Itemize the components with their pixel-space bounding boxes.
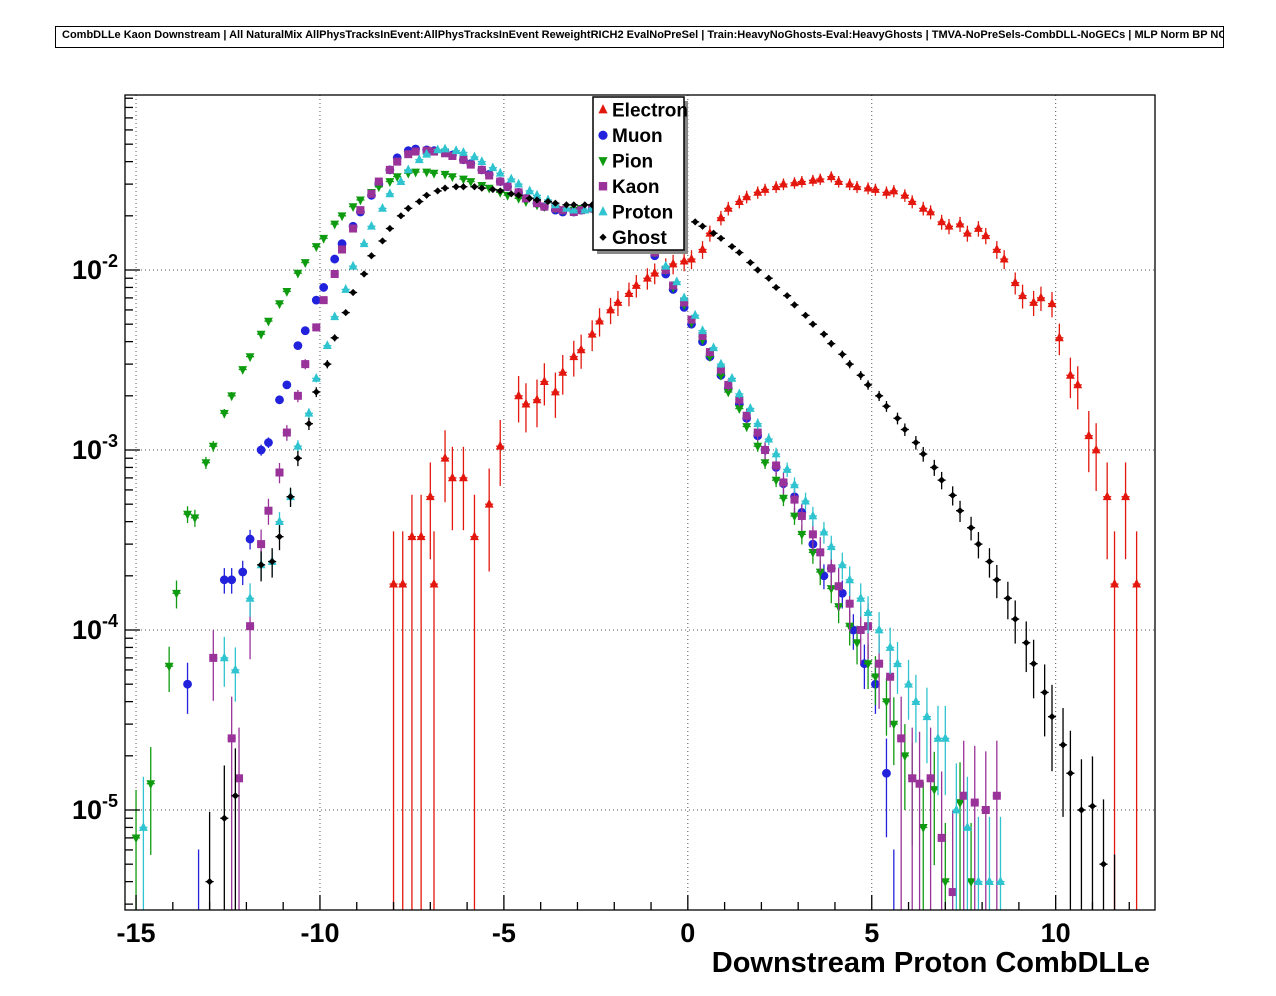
legend-label: Electron [612, 100, 688, 121]
y-tick-label: 10-4 [72, 611, 118, 645]
series-electron [389, 171, 1142, 910]
y-tick-label: 10-5 [72, 791, 118, 825]
legend: Electron Muon Pion Kaon Proton Ghost [592, 96, 688, 254]
legend-box [592, 96, 685, 251]
legend-entry-kaon: Kaon [598, 177, 660, 198]
legend-entry-pion: Pion [598, 151, 653, 172]
legend-label: Proton [612, 202, 673, 223]
axis-ticks [125, 97, 1130, 910]
x-tick-label: -5 [492, 918, 516, 948]
plot-frame [124, 94, 1156, 911]
series-kaon [209, 146, 1001, 910]
x-tick-label: -10 [300, 918, 339, 948]
legend-label: Kaon [612, 177, 660, 198]
x-axis-title: Downstream Proton CombDLLe [712, 947, 1150, 979]
y-tick-label: 10-3 [72, 431, 118, 465]
legend-label: Muon [612, 126, 663, 147]
legend-label: Pion [612, 151, 653, 172]
x-tick-labels: -15 -10 -5 0 5 10 [117, 918, 1071, 948]
legend-entry-electron: Electron [598, 100, 688, 121]
series-layer [131, 143, 1142, 910]
y-tick-label: 10-2 [72, 251, 118, 285]
x-tick-label: 5 [864, 918, 879, 948]
series-ghost [205, 183, 1116, 910]
legend-entry-proton: Proton [598, 202, 673, 223]
legend-entry-muon: Muon [598, 126, 663, 147]
x-tick-label: 10 [1041, 918, 1071, 948]
x-tick-label: -15 [117, 918, 156, 948]
legend-entry-ghost: Ghost [599, 228, 668, 249]
plot-title: CombDLLe Kaon Downstream | All NaturalMi… [55, 26, 1224, 48]
y-tick-labels: 10-2 10-3 10-4 10-5 [72, 251, 118, 825]
x-tick-label: 0 [680, 918, 695, 948]
legend-label: Ghost [612, 228, 668, 249]
